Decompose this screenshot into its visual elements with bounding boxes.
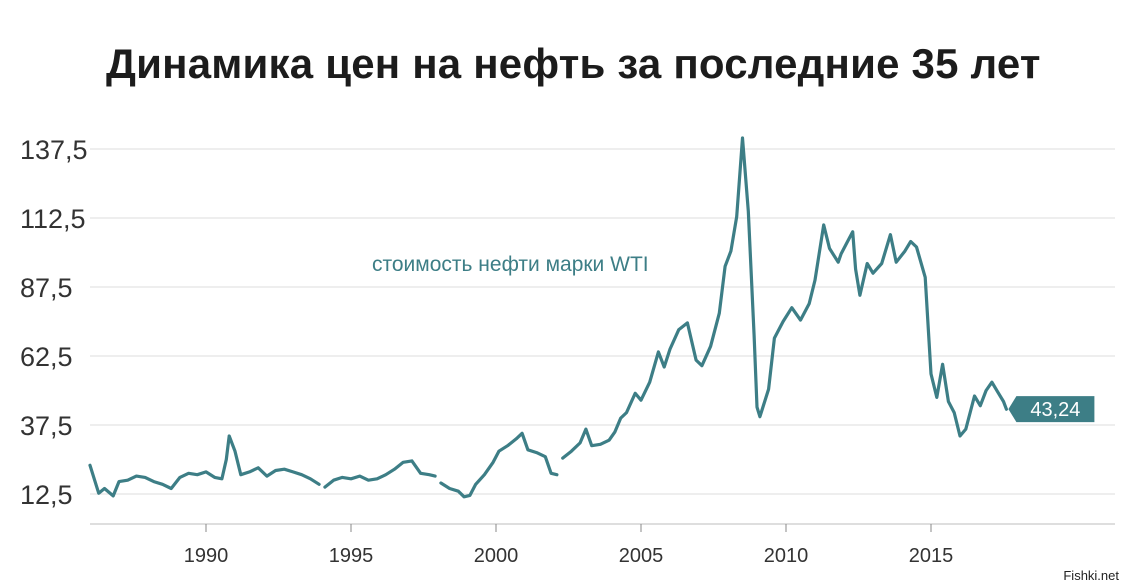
end-value-label-bg	[1008, 396, 1095, 423]
series-line-segment	[561, 136, 1008, 460]
x-tick-label: 2015	[909, 545, 954, 567]
grid-lines	[90, 148, 1115, 525]
y-tick-label: 112,5	[20, 204, 86, 234]
x-tick-label: 2005	[619, 545, 664, 567]
series-lines	[88, 136, 1008, 499]
series-line-segment	[439, 431, 559, 499]
y-axis: 12,5 37,5 62,5 87,5 112,5 137,5	[20, 135, 88, 510]
x-tick-label: 2010	[764, 545, 809, 567]
series-line-segment	[323, 459, 437, 489]
series-line-segment	[88, 434, 321, 498]
x-tick-label: 1990	[184, 545, 229, 567]
y-tick-label: 87,5	[20, 273, 73, 303]
series-annotation: стоимость нефти марки WTI	[372, 253, 649, 276]
y-tick-label: 12,5	[20, 480, 73, 510]
x-tick-label: 2000	[474, 545, 519, 567]
y-tick-label: 62,5	[20, 342, 73, 372]
x-axis: 1990 1995 2000 2005 2010 2015	[184, 524, 954, 567]
y-tick-label: 137,5	[20, 135, 88, 165]
end-value-label: 43,24	[1008, 396, 1095, 423]
y-tick-label: 37,5	[20, 411, 73, 441]
watermark: Fishki.net	[1061, 568, 1121, 583]
end-value-label-text: 43,24	[1030, 399, 1080, 421]
x-tick-label: 1995	[329, 545, 374, 567]
chart-title: Динамика цен на нефть за последние 35 ле…	[106, 40, 1041, 87]
